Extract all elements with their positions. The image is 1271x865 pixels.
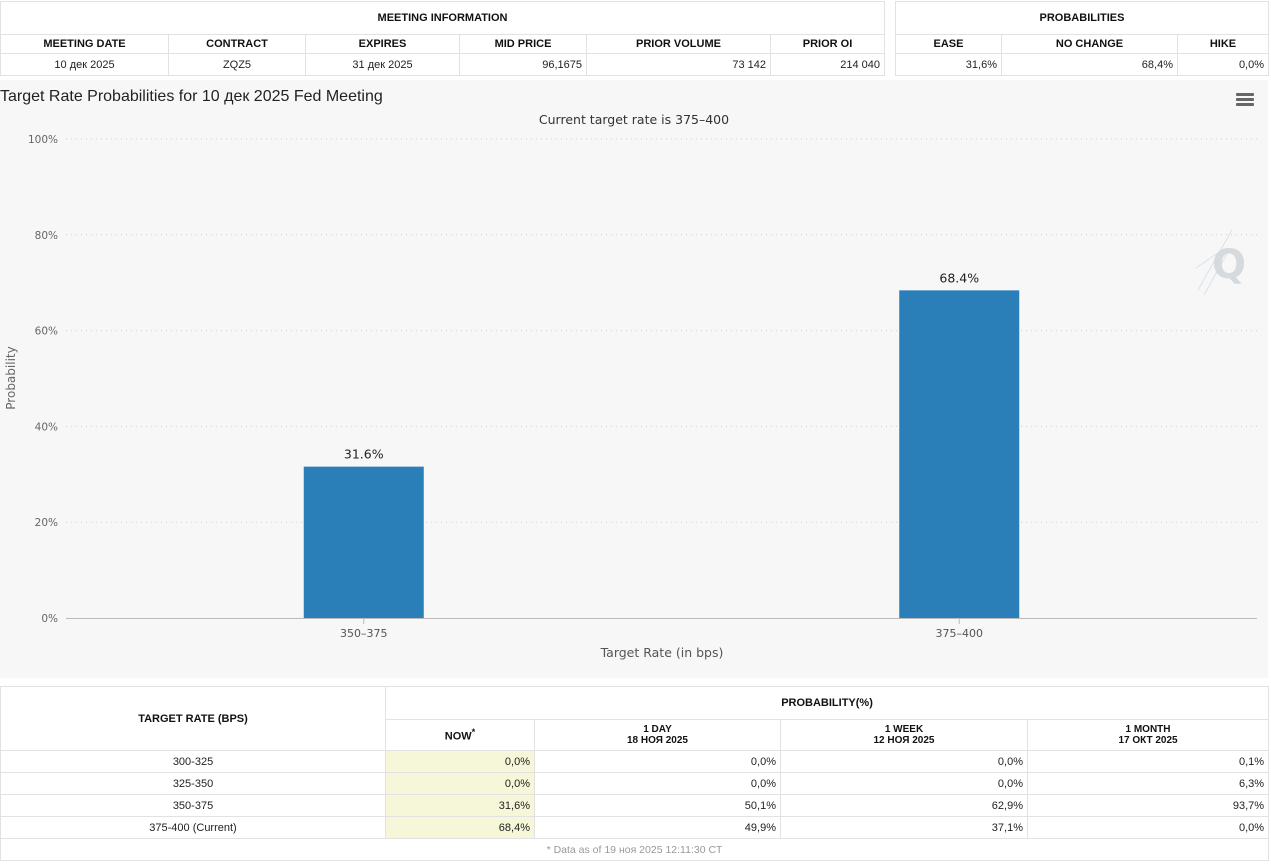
- data-timestamp-footnote: * Data as of 19 ноя 2025 12:11:30 CT: [0, 838, 1270, 861]
- now-cell: 0,0%: [385, 772, 535, 795]
- probability-bar-chart: 0% 20% 40% 60% 80% 100% 31.6% 68.4% 350–375 375…: [4, 134, 1257, 660]
- col-1-month-date: 17 ОКТ 2025: [1118, 735, 1178, 746]
- col-now-label: NOW: [444, 730, 472, 743]
- day-cell: 50,1%: [534, 794, 781, 817]
- x-axis: 350–375 375–400: [66, 618, 1257, 640]
- probabilities-table: PROBABILITIES EASE NO CHANGE HIKE 31,6% …: [894, 1, 1270, 76]
- month-cell: 93,7%: [1026, 794, 1270, 817]
- table-row: 350-375 31,6% 50,1% 62,9% 93,7%: [0, 794, 1270, 817]
- y-tick-label: 0%: [41, 613, 58, 625]
- chart-title: Target Rate Probabilities for 10 дек 202…: [0, 88, 383, 105]
- prior-oi-value: 214 040: [769, 53, 886, 76]
- rate-cell: 350-375: [0, 794, 386, 817]
- day-cell: 0,0%: [534, 772, 781, 795]
- col-1-week-label: 1 WEEK: [884, 724, 924, 735]
- col-1-day: 1 DAY 18 НОЯ 2025: [534, 719, 781, 751]
- prior-volume-value: 73 142: [586, 53, 771, 76]
- meeting-information-header: MEETING INFORMATION: [0, 1, 886, 35]
- chart-grid: [66, 138, 1257, 523]
- contract-value: ZQZ5: [168, 53, 306, 76]
- bar: [899, 290, 1020, 618]
- x-axis-title: Target Rate (in bps): [600, 645, 724, 660]
- col-prior-volume: PRIOR VOLUME: [586, 34, 771, 54]
- hamburger-menu-icon[interactable]: [1236, 93, 1254, 107]
- logo-icon: Q: [1195, 229, 1246, 296]
- y-tick-label: 40%: [35, 421, 58, 433]
- no-change-value: 68,4%: [1001, 53, 1178, 76]
- day-cell: 0,0%: [534, 750, 781, 773]
- probability-header: PROBABILITY(%): [384, 686, 1270, 720]
- rate-cell: 300-325: [0, 750, 386, 773]
- table-row: 325-350 0,0% 0,0% 0,0% 6,3%: [0, 772, 1270, 795]
- week-cell: 37,1%: [780, 816, 1028, 839]
- col-1-day-label: 1 DAY: [643, 724, 672, 735]
- logo-letter: Q: [1212, 242, 1246, 288]
- target-rate-table: TARGET RATE (BPS) PROBABILITY(%) NOW* 1 …: [0, 686, 1270, 861]
- col-mid-price: MID PRICE: [459, 34, 587, 54]
- table-row: 375-400 (Current) 68,4% 49,9% 37,1% 0,0%: [0, 816, 1270, 839]
- now-cell: 0,0%: [385, 750, 535, 773]
- meeting-date-value: 10 дек 2025: [0, 53, 169, 76]
- y-tick-label: 80%: [35, 230, 58, 242]
- x-tick-label: 375–400: [936, 627, 984, 640]
- hike-value: 0,0%: [1176, 53, 1270, 76]
- col-expires: EXPIRES: [305, 34, 460, 54]
- y-tick-label: 20%: [35, 517, 58, 529]
- mid-price-value: 96,1675: [459, 53, 587, 76]
- x-tick-label: 350–375: [340, 627, 388, 640]
- data-label: 31.6%: [344, 447, 384, 462]
- rate-cell: 375-400 (Current): [0, 816, 386, 839]
- col-meeting-date: MEETING DATE: [0, 34, 169, 54]
- y-tick-label: 60%: [35, 326, 58, 338]
- week-cell: 62,9%: [780, 794, 1028, 817]
- col-1-month-label: 1 MONTH: [1125, 724, 1171, 735]
- now-cell: 31,6%: [385, 794, 535, 817]
- y-axis: 0% 20% 40% 60% 80% 100%: [28, 134, 58, 625]
- now-cell: 68,4%: [385, 816, 535, 839]
- bar: [303, 466, 424, 618]
- col-hike: HIKE: [1176, 34, 1270, 54]
- ease-value: 31,6%: [895, 53, 1002, 76]
- week-cell: 0,0%: [780, 750, 1028, 773]
- expires-value: 31 дек 2025: [305, 53, 460, 76]
- probabilities-header: PROBABILITIES: [894, 1, 1270, 35]
- col-1-week: 1 WEEK 12 НОЯ 2025: [780, 719, 1028, 751]
- month-cell: 0,1%: [1026, 750, 1270, 773]
- chart-subtitle: Current target rate is 375–400: [538, 112, 730, 127]
- meeting-information-table: MEETING INFORMATION MEETING DATE CONTRAC…: [0, 1, 886, 76]
- month-cell: 6,3%: [1026, 772, 1270, 795]
- chart-panel: 0% 20% 40% 60% 80% 100% 31.6% 68.4% 350–375 375…: [0, 80, 1268, 678]
- data-label: 68.4%: [939, 270, 979, 285]
- col-ease: EASE: [895, 34, 1002, 54]
- week-cell: 0,0%: [780, 772, 1028, 795]
- col-now: NOW*: [385, 719, 535, 751]
- col-now-asterisk: *: [471, 727, 476, 738]
- y-tick-label: 100%: [28, 134, 58, 146]
- rate-cell: 325-350: [0, 772, 386, 795]
- col-no-change: NO CHANGE: [1001, 34, 1178, 54]
- target-rate-header: TARGET RATE (BPS): [0, 686, 386, 751]
- col-contract: CONTRACT: [168, 34, 306, 54]
- col-1-day-date: 18 НОЯ 2025: [627, 735, 688, 746]
- y-axis-title: Probability: [4, 346, 18, 409]
- chart-bars: 31.6% 68.4%: [303, 270, 1020, 618]
- col-1-week-date: 12 НОЯ 2025: [873, 735, 935, 746]
- col-prior-oi: PRIOR OI: [769, 34, 886, 54]
- day-cell: 49,9%: [534, 816, 781, 839]
- table-row: 300-325 0,0% 0,0% 0,0% 0,1%: [0, 750, 1270, 773]
- month-cell: 0,0%: [1026, 816, 1270, 839]
- col-1-month: 1 MONTH 17 ОКТ 2025: [1026, 719, 1270, 751]
